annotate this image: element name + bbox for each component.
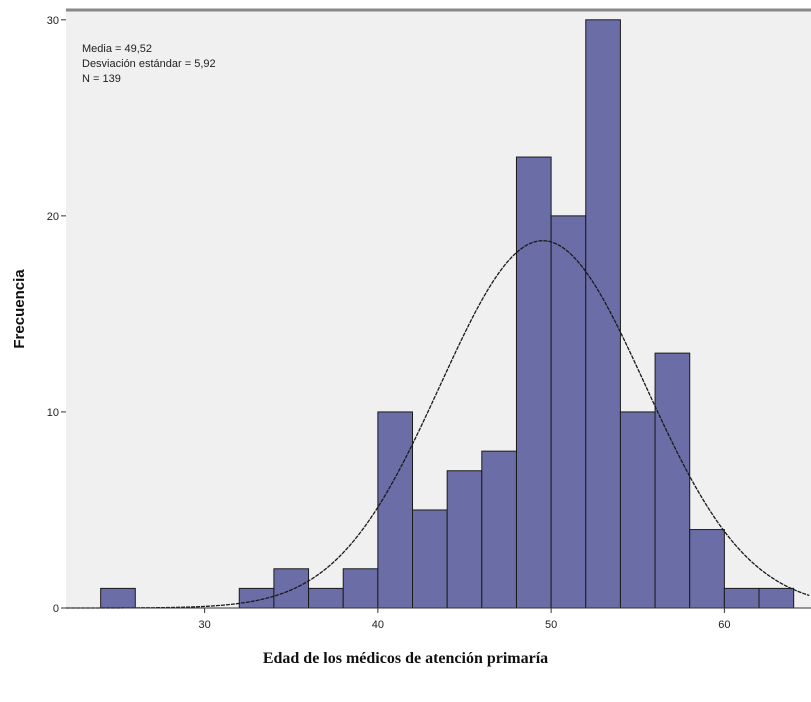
histogram-bar-34-36 bbox=[273, 568, 310, 609]
histogram-bar-52-54 bbox=[585, 19, 621, 609]
histogram-bar-62-64 bbox=[758, 587, 795, 609]
stat-n: N = 139 bbox=[82, 73, 121, 85]
normal-curve bbox=[66, 240, 810, 609]
stat-mean: Media = 49,52 bbox=[82, 43, 152, 55]
histogram-bar-38-40 bbox=[342, 568, 379, 609]
histogram-bar-48-50 bbox=[515, 156, 552, 609]
stat-sd: Desviación estándar = 5,92 bbox=[82, 58, 216, 70]
y-tick-label-30: 30 bbox=[47, 15, 59, 27]
x-tick-label-60: 60 bbox=[718, 619, 730, 631]
histogram-bar-24-26 bbox=[100, 587, 136, 609]
y-axis-label: Frecuencia bbox=[11, 269, 28, 349]
histogram-bar-60-62 bbox=[723, 587, 760, 609]
histogram-bar-58-60 bbox=[689, 529, 725, 609]
y-tick-label-0: 0 bbox=[53, 603, 59, 615]
histogram-bar-40-42 bbox=[377, 411, 414, 609]
histogram-bar-46-48 bbox=[481, 450, 517, 609]
x-axis-ticks: 30 40 50 60 bbox=[198, 608, 730, 631]
histogram-bar-54-56 bbox=[619, 411, 656, 609]
y-axis-ticks: 0 10 20 30 bbox=[47, 15, 66, 615]
statistics-box: Media = 49,52 Desviación estándar = 5,92… bbox=[82, 43, 216, 85]
histogram-bar-44-46 bbox=[446, 470, 483, 609]
x-tick-label-30: 30 bbox=[198, 619, 210, 631]
histogram-bar-50-52 bbox=[550, 215, 587, 609]
x-axis-label: Edad de los médicos de atención primaría bbox=[262, 650, 549, 667]
x-tick-label-40: 40 bbox=[372, 619, 384, 631]
histogram-bar-36-38 bbox=[308, 587, 344, 609]
histogram-bars bbox=[100, 19, 795, 609]
y-tick-label-10: 10 bbox=[47, 407, 59, 419]
x-tick-label-50: 50 bbox=[545, 619, 557, 631]
histogram-bar-42-44 bbox=[412, 509, 448, 609]
y-tick-label-20: 20 bbox=[47, 211, 59, 223]
histogram-bar-56-58 bbox=[654, 352, 691, 609]
